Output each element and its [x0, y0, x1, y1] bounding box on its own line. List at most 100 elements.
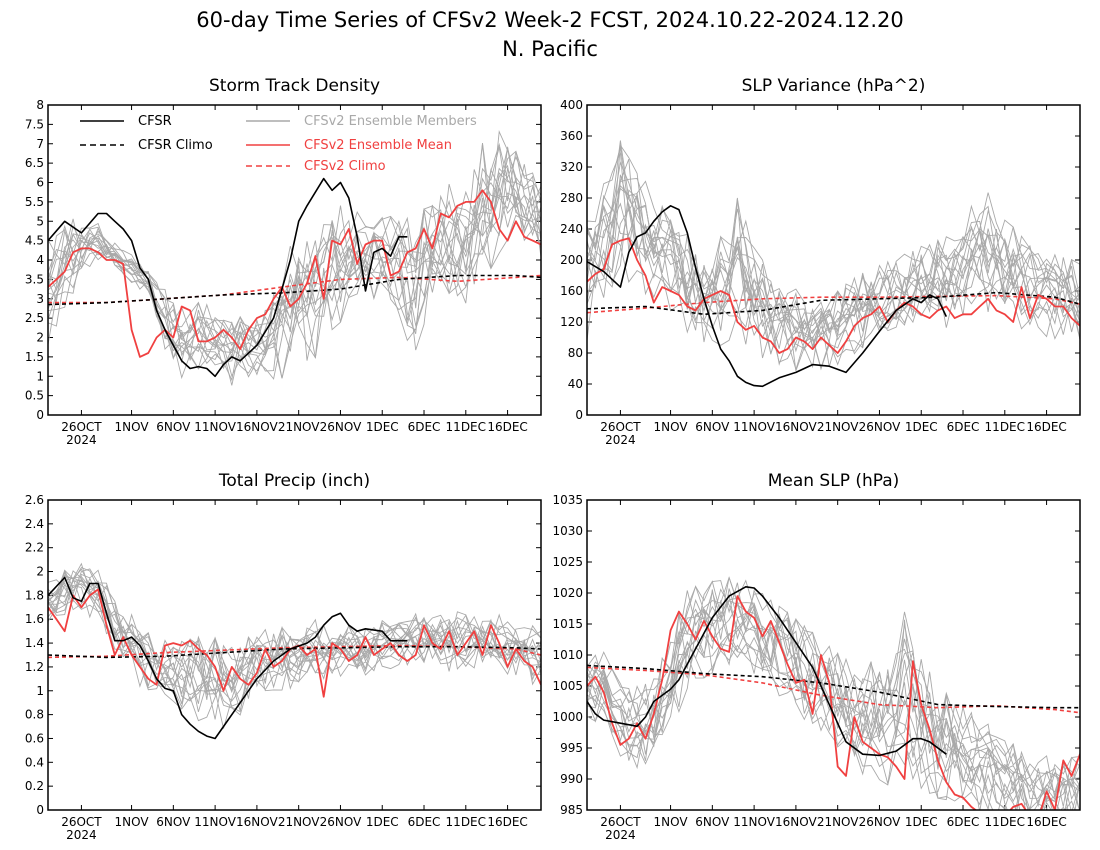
- x-tick-label: 6DEC: [947, 815, 980, 829]
- x-tick-label: 6NOV: [156, 420, 191, 434]
- panel-3: Total Precip (inch) 0 0.2 0.4 0.6 0.8 1 1.2 1.4 1…: [25, 471, 542, 842]
- y-tick-label: 360: [560, 129, 583, 143]
- y-tick-label: 1.4: [25, 636, 44, 650]
- ensemble-member-line: [48, 576, 541, 700]
- x-year-label: 2024: [66, 433, 97, 447]
- legend-label-cfsr: CFSR: [138, 114, 172, 129]
- y-tick-label: 1020: [552, 586, 583, 600]
- ensemble-member-line: [48, 146, 541, 359]
- ensemble-member-line: [48, 569, 541, 685]
- series-ensemble-mean-line: [48, 189, 541, 358]
- x-tick-label: 16NOV: [236, 815, 278, 829]
- series-ensemble-mean-line: [587, 595, 1080, 810]
- y-tick-label: 0.2: [25, 779, 44, 793]
- x-tick-label: 1NOV: [115, 420, 150, 434]
- series-cfsr-line: [587, 585, 947, 757]
- series-ensemble-mean-line: [587, 237, 1080, 354]
- x-tick-label: 6NOV: [695, 815, 730, 829]
- ensemble-member-line: [48, 129, 541, 346]
- x-tick-label: 26NOV: [320, 420, 362, 434]
- legend-label-ensemble-mean: CFSv2 Ensemble Mean: [304, 138, 452, 153]
- x-tick-label: 26OCT: [61, 815, 102, 829]
- y-tick-label: 1.2: [25, 660, 44, 674]
- legend-label-cfsv2-climo: CFSv2 Climo: [304, 159, 386, 174]
- x-tick-label: 11NOV: [733, 420, 775, 434]
- x-tick-label: 11DEC: [985, 420, 1025, 434]
- panel-4: Mean SLP (hPa) 985 990 995 1000 1005 1010 1015 1…: [552, 471, 1081, 842]
- y-tick-label: 1005: [552, 679, 583, 693]
- ensemble-member-line: [587, 202, 1080, 367]
- ensemble-members: [587, 140, 1080, 372]
- y-tick-label: 4: [36, 253, 44, 267]
- y-tick-label: 320: [560, 160, 583, 174]
- ensemble-member-line: [48, 579, 541, 704]
- ensemble-member-line: [48, 147, 541, 364]
- plot-frame: [47, 104, 542, 416]
- y-tick-label: 1.6: [25, 612, 44, 626]
- y-tick-label: 1.5: [25, 350, 44, 364]
- y-tick-label: 0: [36, 408, 44, 422]
- ensemble-member-line: [587, 604, 1080, 796]
- y-tick-label: 8: [36, 98, 44, 112]
- legend-label-cfsr-climo: CFSR Climo: [138, 138, 213, 153]
- series-cfsv2-climo-line: [48, 644, 541, 659]
- y-tick-label: 160: [560, 284, 583, 298]
- x-tick-label: 1DEC: [366, 420, 399, 434]
- x-tick-label: 1DEC: [366, 815, 399, 829]
- x-tick-label: 16NOV: [775, 420, 817, 434]
- y-tick-label: 0.5: [25, 389, 44, 403]
- y-tick-label: 0.8: [25, 708, 44, 722]
- ensemble-member-line: [587, 184, 1080, 335]
- y-tick-label: 2: [36, 565, 44, 579]
- figure-subtitle: N. Pacific: [502, 37, 598, 61]
- x-tick-label: 26OCT: [600, 420, 641, 434]
- y-tick-label: 2.4: [25, 517, 44, 531]
- x-tick-label: 1NOV: [654, 420, 689, 434]
- ensemble-member-line: [48, 167, 541, 365]
- x-tick-label: 21NOV: [278, 420, 320, 434]
- y-tick-label: 200: [560, 253, 583, 267]
- ensemble-member-line: [48, 168, 541, 372]
- x-year-label: 2024: [605, 828, 636, 842]
- ensemble-member-line: [587, 576, 1080, 795]
- x-tick-label: 16DEC: [487, 420, 527, 434]
- y-tick-label: 1: [36, 684, 44, 698]
- y-tick-label: 995: [560, 741, 583, 755]
- ensemble-member-line: [587, 189, 1080, 371]
- x-tick-label: 6NOV: [156, 815, 191, 829]
- ensemble-members: [48, 562, 541, 729]
- y-tick-label: 2: [36, 331, 44, 345]
- y-tick-label: 4.5: [25, 234, 44, 248]
- ensemble-member-line: [587, 590, 1080, 810]
- x-year-label: 2024: [66, 828, 97, 842]
- x-tick-label: 11NOV: [194, 815, 236, 829]
- y-tick-label: 985: [560, 803, 583, 817]
- y-tick-label: 0.4: [25, 755, 44, 769]
- ensemble-member-line: [587, 643, 1076, 810]
- x-tick-label: 1DEC: [905, 815, 938, 829]
- series-cfsr-climo-line: [48, 274, 541, 306]
- ensemble-member-line: [587, 207, 1080, 355]
- panel-title: Mean SLP (hPa): [768, 471, 900, 491]
- x-tick-label: 1NOV: [654, 815, 689, 829]
- y-tick-label: 1015: [552, 617, 583, 631]
- ensemble-member-line: [587, 174, 1080, 350]
- panel-2: SLP Variance (hPa^2) 0 40 80 120 160 200 240 280…: [560, 76, 1081, 447]
- y-tick-label: 1000: [552, 710, 583, 724]
- series-cfsr-line: [587, 205, 948, 388]
- plot-frame: [586, 104, 1081, 416]
- x-tick-label: 26OCT: [600, 815, 641, 829]
- panel-1: Storm Track Density 0 0.5 1 1.5 2 2.5 3 3.5 4 4.5 5…: [25, 76, 542, 447]
- plot-frame: [47, 499, 542, 811]
- series-cfsr-climo-line: [48, 645, 541, 659]
- y-tick-label: 1025: [552, 555, 583, 569]
- x-tick-label: 26NOV: [859, 815, 901, 829]
- y-tick-label: 1: [36, 369, 44, 383]
- ensemble-member-line: [48, 146, 541, 347]
- panel-title: Total Precip (inch): [218, 471, 370, 491]
- x-tick-label: 21NOV: [817, 815, 859, 829]
- y-tick-label: 240: [560, 222, 583, 236]
- x-tick-label: 26NOV: [320, 815, 362, 829]
- x-tick-label: 1NOV: [115, 815, 150, 829]
